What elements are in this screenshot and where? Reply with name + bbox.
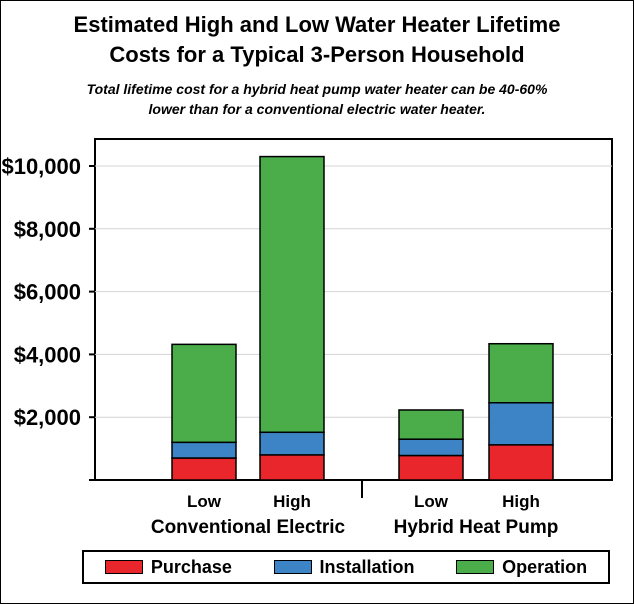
legend-swatch (104, 560, 143, 574)
legend-item-purchase: Purchase (104, 556, 232, 578)
y-tick-label: $10,000 (1, 154, 81, 179)
axes: $2,000 $4,000 $6,000 $8,000 $10,000 Low High Lo… (1, 154, 558, 538)
chart-title: Estimated High and Low Water Heater Life… (0, 10, 634, 70)
bar-purchase (398, 454, 464, 481)
chart-subtitle-line-1: Total lifetime cost for a hybrid heat pu… (86, 81, 548, 97)
legend-item-installation: Installation (273, 556, 415, 578)
x-category-label: High (273, 492, 311, 511)
bar-installation (259, 431, 325, 456)
legend-swatch (456, 560, 495, 574)
bar-installation (171, 441, 237, 459)
bar-installation (488, 402, 554, 446)
bars (171, 155, 554, 481)
legend-swatch (273, 560, 312, 574)
chart-title-line-2: Costs for a Typical 3-Person Household (109, 42, 525, 67)
x-category-label: High (502, 492, 540, 511)
bar-purchase (488, 444, 554, 481)
legend-label: Operation (502, 556, 588, 577)
x-group-label: Hybrid Heat Pump (394, 517, 559, 538)
y-tick-label: $8,000 (14, 217, 81, 242)
bar-purchase (171, 457, 237, 481)
legend-label: Installation (319, 556, 415, 577)
x-group-label: Conventional Electric (151, 517, 346, 538)
y-tick-label: $2,000 (14, 405, 81, 430)
bar-operation (171, 343, 237, 444)
x-category-label: Low (187, 492, 222, 511)
x-category-label: Low (414, 492, 449, 511)
bar-operation (398, 409, 464, 440)
bar-operation (259, 155, 325, 434)
bar-installation (398, 438, 464, 457)
chart-title-line-1: Estimated High and Low Water Heater Life… (73, 12, 561, 37)
legend-label: Purchase (150, 556, 232, 577)
chart-subtitle-line-2: lower than for a conventional electric w… (148, 101, 486, 117)
bar-operation (488, 342, 554, 404)
bar-purchase (259, 454, 325, 481)
legend: Purchase Installation Operation (82, 550, 610, 584)
y-tick-label: $6,000 (14, 280, 81, 305)
y-tick-label: $4,000 (14, 342, 81, 367)
chart-subtitle: Total lifetime cost for a hybrid heat pu… (0, 79, 634, 119)
legend-item-operation: Operation (456, 557, 587, 578)
